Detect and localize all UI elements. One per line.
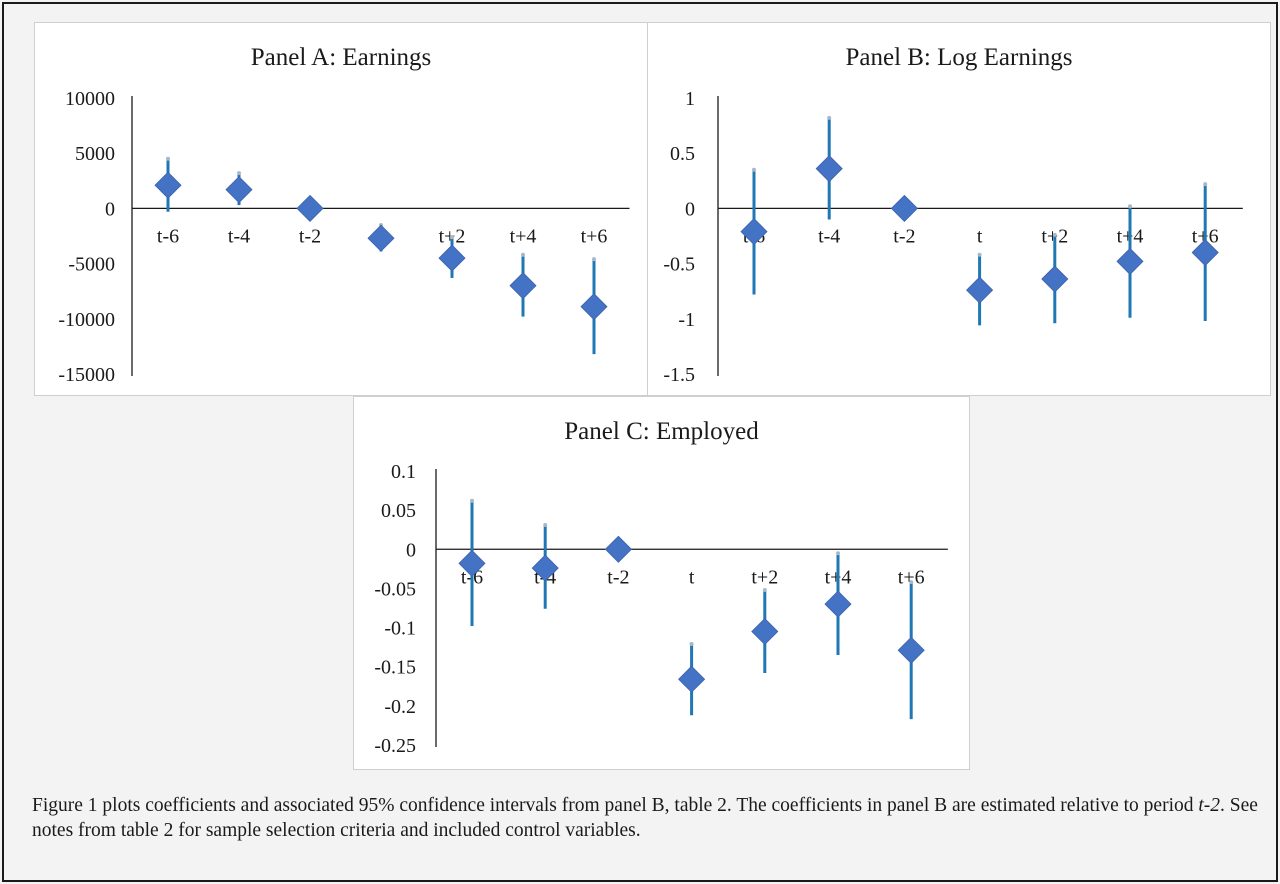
y-tick-label: 0 <box>406 539 416 561</box>
coefficient-marker <box>438 244 466 272</box>
ci-upper-cap <box>470 498 474 503</box>
caption-text-2: . See notes from table 2 for sample sele… <box>32 795 1258 841</box>
coefficient-marker <box>751 617 779 646</box>
y-tick-label: 0.05 <box>381 500 416 522</box>
figure-caption: Figure 1 plots coefficients and associat… <box>32 793 1268 843</box>
coefficient-marker <box>1191 238 1219 267</box>
coefficient-marker <box>604 535 632 563</box>
ci-upper-cap <box>592 257 596 262</box>
coefficient-marker <box>1041 265 1069 293</box>
panel-b-svg: Panel B: Log Earnings10.50-0.5-1-1.5t-6t… <box>663 44 1243 386</box>
ci-upper-cap <box>237 171 241 176</box>
ci-upper-cap <box>166 156 170 161</box>
panel-c-employed-chart: Panel C: Employed 0.1 0.05 0 -0.05 -0.1 -0.15 -… <box>353 396 970 770</box>
y-tick-label: 0 <box>685 198 695 220</box>
ci-upper-cap <box>827 115 832 120</box>
y-tick-label: -1 <box>678 309 695 331</box>
y-tick-label: 0.5 <box>670 143 695 165</box>
y-tick-label: -5000 <box>68 254 115 276</box>
y-tick-label: 1 <box>685 88 695 110</box>
chart-title: Panel A: Earnings <box>251 44 432 71</box>
y-tick-label: -10000 <box>58 309 115 331</box>
ci-upper-cap <box>1128 204 1132 209</box>
ci-upper-cap <box>909 580 914 585</box>
y-tick-label: -1.5 <box>663 364 695 386</box>
y-tick-label: -0.1 <box>384 618 416 640</box>
ci-upper-cap <box>762 587 767 592</box>
y-tick-label: 0.1 <box>391 461 416 483</box>
coefficient-marker <box>154 171 182 199</box>
panel-a-earnings-chart: Panel A: Earnings 10000 5000 0 -5000 -10000 -1… <box>34 22 648 396</box>
coefficient-marker <box>296 194 324 222</box>
x-category-label: t-6 <box>157 225 179 247</box>
x-category-label: t-2 <box>607 566 629 588</box>
coefficient-marker <box>580 293 608 321</box>
coefficient-marker <box>531 554 559 582</box>
ci-upper-cap <box>689 642 694 647</box>
y-tick-label: 5000 <box>75 143 115 165</box>
panel-a-svg: Panel A: Earnings 10000 5000 0 -5000 -10000 -1… <box>58 44 630 386</box>
coefficient-marker <box>458 549 486 577</box>
panel-b-log-earnings-chart: Panel B: Log Earnings10.50-0.5-1-1.5t-6t… <box>647 22 1271 396</box>
x-category-label: t-2 <box>893 225 915 247</box>
ci-upper-cap <box>1203 182 1208 187</box>
coefficient-marker <box>678 665 706 693</box>
ci-upper-cap <box>450 235 454 240</box>
x-category-label: t+6 <box>898 566 925 588</box>
x-category-label: t-4 <box>818 225 840 247</box>
coefficient-marker <box>824 590 852 618</box>
coefficient-marker <box>740 218 768 246</box>
coefficient-marker <box>509 272 537 300</box>
x-category-label: t-2 <box>299 225 321 247</box>
coefficient-marker <box>815 155 843 183</box>
y-tick-label: -0.05 <box>374 578 416 600</box>
ci-upper-cap <box>1052 232 1057 237</box>
coefficient-marker <box>897 636 925 664</box>
x-category-label: t+4 <box>510 225 537 247</box>
x-category-label: t+6 <box>581 225 608 247</box>
y-tick-label: -0.2 <box>384 696 416 718</box>
y-tick-label: -0.15 <box>374 657 416 679</box>
chart-title: Panel B: Log Earnings <box>845 44 1072 71</box>
x-category-label: t-4 <box>228 225 250 247</box>
panel-c-svg: Panel C: Employed 0.1 0.05 0 -0.05 -0.1 -0.15 -… <box>374 418 948 757</box>
caption-text-1: Figure 1 plots coefficients and associat… <box>32 795 1199 816</box>
coefficient-marker <box>890 194 918 222</box>
x-category-label: t <box>689 566 695 588</box>
y-tick-label: -0.5 <box>663 254 695 276</box>
chart-title: Panel C: Employed <box>564 418 759 445</box>
caption-period: t-2 <box>1198 795 1221 816</box>
ci-upper-cap <box>752 167 756 172</box>
coefficient-marker <box>225 176 253 204</box>
x-category-label: t <box>977 225 983 247</box>
coefficient-marker <box>1116 247 1144 275</box>
coefficient-marker <box>367 224 395 252</box>
y-tick-label: -15000 <box>58 364 115 386</box>
ci-upper-cap <box>977 252 982 257</box>
x-category-label: t+2 <box>751 566 778 588</box>
ci-upper-cap <box>543 523 548 528</box>
coefficient-marker <box>966 276 994 304</box>
y-tick-label: 10000 <box>65 88 115 110</box>
ci-upper-cap <box>836 551 840 556</box>
y-tick-label: 0 <box>105 198 115 220</box>
y-tick-label: -0.25 <box>374 735 416 757</box>
ci-upper-cap <box>521 252 525 257</box>
